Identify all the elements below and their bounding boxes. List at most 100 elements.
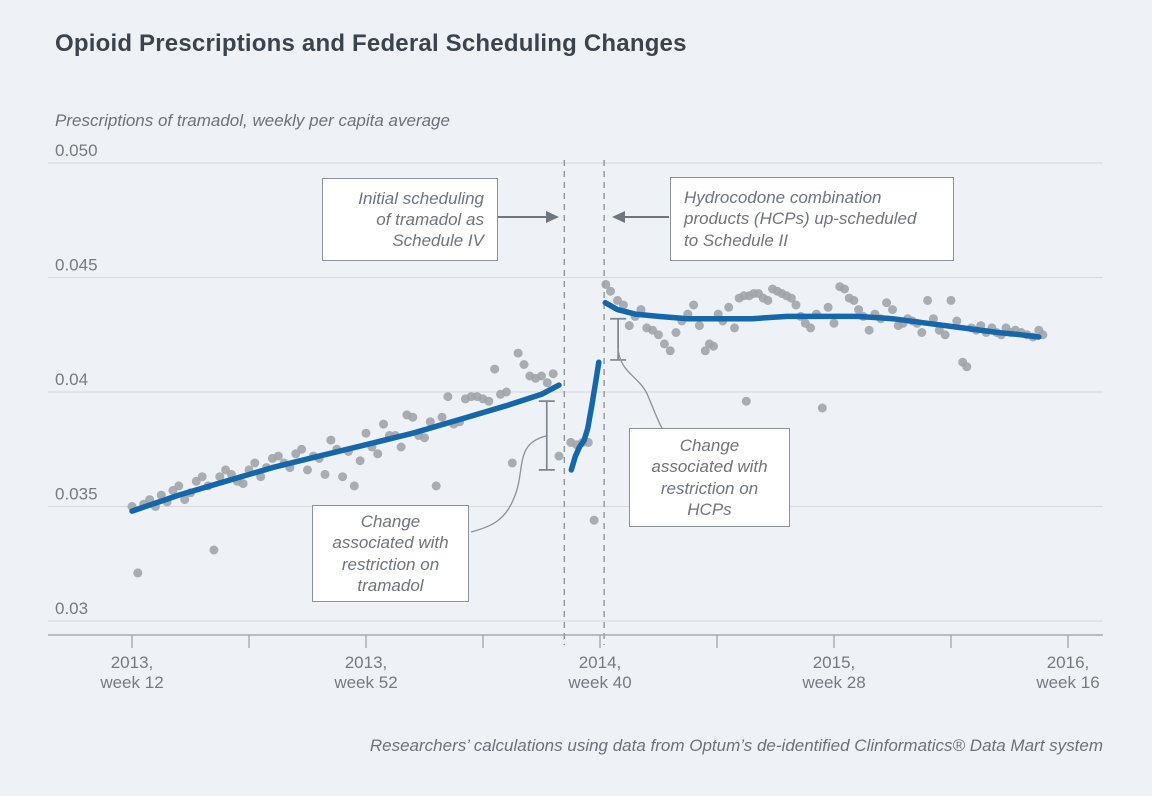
x-tick-label: 2014, week 40 xyxy=(567,653,631,692)
data-point xyxy=(484,396,494,406)
data-point xyxy=(209,545,219,555)
hcp-scheduling-arrow-head xyxy=(612,211,625,223)
data-point xyxy=(425,417,435,427)
data-point xyxy=(665,346,675,356)
data-point xyxy=(940,330,950,340)
data-point xyxy=(238,479,248,489)
data-point xyxy=(250,458,260,468)
data-point xyxy=(823,302,833,312)
data-point xyxy=(554,451,564,461)
data-point xyxy=(829,318,839,328)
data-point xyxy=(763,295,773,305)
data-point xyxy=(197,472,207,482)
y-axis-title: Prescriptions of tramadol, weekly per ca… xyxy=(55,111,450,130)
x-tick-label: 2015, week 28 xyxy=(801,653,865,692)
data-point xyxy=(379,419,388,429)
data-point xyxy=(700,346,710,356)
data-point xyxy=(791,300,801,310)
source-note: Researchers’ calculations using data fro… xyxy=(369,736,1103,755)
data-point xyxy=(490,364,500,374)
data-point xyxy=(355,456,365,466)
data-point xyxy=(507,458,517,468)
data-point xyxy=(724,302,734,312)
data-point xyxy=(273,451,283,461)
data-point xyxy=(786,293,796,303)
y-tick-label: 0.03 xyxy=(55,599,88,618)
y-tick-label: 0.04 xyxy=(55,370,88,389)
data-point xyxy=(888,305,897,315)
data-point xyxy=(730,323,739,333)
data-point xyxy=(431,481,441,491)
gridlines xyxy=(48,162,1103,622)
data-point xyxy=(215,472,225,482)
x-tick-label: 2013, week 52 xyxy=(333,653,397,692)
data-point xyxy=(962,362,972,372)
data-point xyxy=(437,412,447,422)
tramadol-change-connector-line xyxy=(470,435,547,533)
change-brackets xyxy=(538,317,627,471)
trend-line-between_schedulings xyxy=(568,359,602,473)
data-point xyxy=(671,328,681,337)
data-point xyxy=(654,330,663,340)
data-point xyxy=(338,472,348,482)
data-point xyxy=(659,339,669,349)
data-point xyxy=(923,295,933,305)
data-point xyxy=(297,444,307,454)
data-point xyxy=(519,360,529,369)
data-point xyxy=(601,279,611,289)
trend-line-pre_tramadol_scheduling xyxy=(129,382,562,514)
data-point xyxy=(849,295,859,305)
data-point xyxy=(952,316,962,326)
data-point xyxy=(806,323,816,333)
data-point xyxy=(320,469,330,479)
data-point xyxy=(133,568,143,578)
data-point xyxy=(156,490,166,500)
data-point xyxy=(303,465,312,475)
data-point xyxy=(420,433,429,443)
data-point xyxy=(501,387,511,397)
data-point xyxy=(408,412,418,422)
data-point xyxy=(396,442,406,452)
tramadol_change-bracket xyxy=(538,400,555,471)
data-point xyxy=(928,314,938,324)
x-axis: 2013, week 12 2013, week 52 2014, week 40 2015… xyxy=(48,634,1103,692)
hcp-change-connector-line xyxy=(617,347,663,429)
y-axis-tick-labels: 0.050 0.045 0.04 0.035 0.03 xyxy=(55,141,98,618)
data-point xyxy=(741,396,751,406)
x-tick-label: 2013, week 12 xyxy=(99,653,163,692)
y-tick-label: 0.045 xyxy=(55,256,98,275)
annotation-arrows xyxy=(498,211,669,223)
data-point xyxy=(946,295,956,305)
trend-lines xyxy=(129,299,1042,514)
trend-line-post_hcp_scheduling xyxy=(602,299,1042,340)
data-point xyxy=(349,481,359,491)
tramadol-scheduling-arrow-head xyxy=(546,211,559,223)
data-point xyxy=(689,300,699,310)
event-dashed-lines xyxy=(563,160,605,645)
data-point xyxy=(618,300,628,310)
data-point xyxy=(854,305,864,315)
x-tick-label: 2016, week 16 xyxy=(1035,653,1099,692)
data-point xyxy=(606,286,615,296)
annotation-box-tramadol-scheduling: Initial scheduling of tramadol as Schedu… xyxy=(322,178,498,261)
annotation-box-hcp-scheduling: Hydrocodone combination products (HCPs) … xyxy=(670,177,954,261)
data-point xyxy=(513,348,523,358)
data-point xyxy=(917,328,927,337)
data-point xyxy=(709,341,718,351)
y-tick-label: 0.050 xyxy=(55,141,98,160)
data-point xyxy=(373,449,383,459)
annotation-connectors xyxy=(470,347,663,533)
data-point xyxy=(542,378,552,388)
data-point xyxy=(624,321,634,331)
data-point xyxy=(882,298,892,308)
data-point xyxy=(694,321,704,331)
data-point xyxy=(548,369,558,379)
data-point xyxy=(840,284,849,294)
annotation-box-tramadol-change: Change associated with restriction on tr… xyxy=(312,505,469,602)
data-point xyxy=(864,325,874,335)
data-point xyxy=(174,481,184,491)
chart-title: Opioid Prescriptions and Federal Schedul… xyxy=(55,30,687,57)
hcp_change-bracket xyxy=(610,317,627,361)
